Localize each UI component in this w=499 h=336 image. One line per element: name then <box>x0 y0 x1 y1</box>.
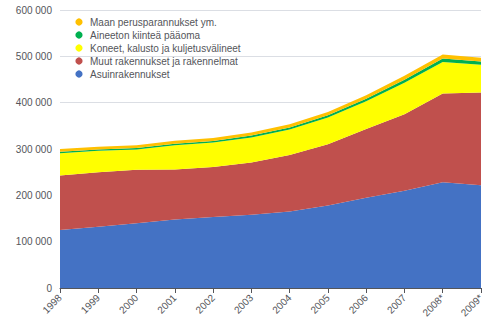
svg-text:2001: 2001 <box>155 292 179 316</box>
svg-text:2006: 2006 <box>347 292 371 316</box>
svg-text:Aineeton kiinteä pääoma: Aineeton kiinteä pääoma <box>90 30 201 41</box>
svg-text:Asuinrakennukset: Asuinrakennukset <box>90 69 170 80</box>
svg-text:2003: 2003 <box>232 292 256 316</box>
svg-text:1998: 1998 <box>40 292 64 316</box>
svg-text:1999: 1999 <box>79 292 103 316</box>
svg-text:2004: 2004 <box>270 292 294 316</box>
svg-text:2009*: 2009* <box>459 292 485 318</box>
svg-text:100 000: 100 000 <box>16 236 53 247</box>
svg-text:2008*: 2008* <box>420 292 446 318</box>
svg-text:2002: 2002 <box>193 292 217 316</box>
svg-text:600 000: 600 000 <box>16 5 53 16</box>
svg-text:200 000: 200 000 <box>16 190 53 201</box>
svg-text:2005: 2005 <box>308 292 332 316</box>
svg-text:300 000: 300 000 <box>16 144 53 155</box>
svg-text:0: 0 <box>46 283 52 294</box>
svg-text:400 000: 400 000 <box>16 97 53 108</box>
svg-text:Koneet, kalusto ja kuljetusväl: Koneet, kalusto ja kuljetusvälineet <box>90 43 241 54</box>
svg-text:Muut rakennukset ja rakennelma: Muut rakennukset ja rakennelmat <box>90 56 238 67</box>
svg-text:2007: 2007 <box>385 292 409 316</box>
svg-text:500 000: 500 000 <box>16 51 53 62</box>
svg-text:Maan perusparannukset ym.: Maan perusparannukset ym. <box>90 17 217 28</box>
svg-text:2000: 2000 <box>117 292 141 316</box>
